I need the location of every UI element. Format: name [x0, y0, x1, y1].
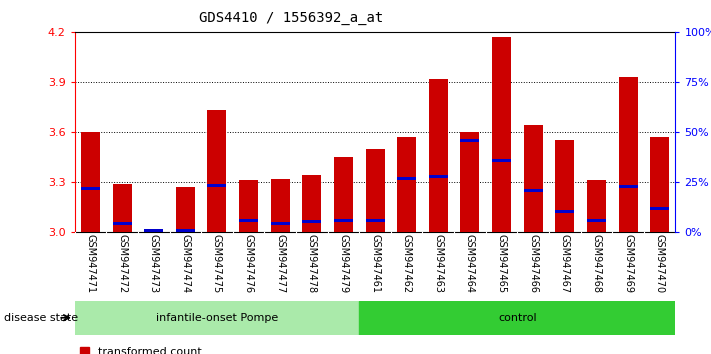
Text: disease state: disease state	[4, 313, 77, 323]
Bar	[208, 110, 226, 232]
Bar	[271, 222, 289, 225]
Bar	[302, 221, 321, 223]
Text: GSM947461: GSM947461	[370, 234, 380, 293]
Bar	[176, 229, 195, 232]
Text: GSM947476: GSM947476	[244, 234, 254, 293]
Bar	[81, 187, 100, 190]
Bar	[619, 185, 638, 188]
Bar	[176, 187, 195, 232]
Text: GSM947478: GSM947478	[307, 234, 317, 293]
Text: GSM947477: GSM947477	[275, 234, 285, 293]
Text: GSM947474: GSM947474	[181, 234, 191, 293]
Text: GDS4410 / 1556392_a_at: GDS4410 / 1556392_a_at	[199, 11, 383, 25]
Bar	[555, 210, 574, 213]
Bar	[81, 132, 100, 232]
Bar	[650, 207, 669, 210]
Bar	[650, 137, 669, 232]
Text: GSM947468: GSM947468	[592, 234, 602, 293]
Legend: transformed count, percentile rank within the sample: transformed count, percentile rank withi…	[80, 347, 286, 354]
Text: infantile-onset Pompe: infantile-onset Pompe	[156, 313, 278, 323]
Text: GSM947467: GSM947467	[560, 234, 570, 293]
Bar	[271, 178, 289, 232]
Bar	[555, 140, 574, 232]
Bar	[397, 137, 416, 232]
Text: GSM947475: GSM947475	[212, 234, 222, 293]
Bar	[208, 184, 226, 187]
Bar	[112, 183, 132, 232]
Bar	[429, 175, 448, 178]
Text: GSM947469: GSM947469	[623, 234, 633, 293]
Text: GSM947464: GSM947464	[465, 234, 475, 293]
Text: GSM947472: GSM947472	[117, 234, 127, 293]
Bar	[144, 230, 164, 232]
Bar	[524, 189, 542, 192]
Text: GSM947470: GSM947470	[655, 234, 665, 293]
Bar	[365, 149, 385, 232]
Bar	[587, 219, 606, 222]
Text: GSM947465: GSM947465	[496, 234, 506, 293]
Bar	[619, 77, 638, 232]
Bar	[144, 229, 164, 232]
Bar	[587, 180, 606, 232]
Bar	[359, 301, 675, 335]
Bar	[492, 37, 511, 232]
Text: GSM947473: GSM947473	[149, 234, 159, 293]
Text: GSM947462: GSM947462	[402, 234, 412, 293]
Bar	[461, 139, 479, 142]
Bar	[492, 159, 511, 162]
Bar	[524, 125, 542, 232]
Bar	[75, 301, 359, 335]
Text: GSM947471: GSM947471	[85, 234, 95, 293]
Bar	[334, 219, 353, 222]
Bar	[112, 222, 132, 225]
Bar	[334, 157, 353, 232]
Text: GSM947466: GSM947466	[528, 234, 538, 293]
Bar	[397, 177, 416, 180]
Text: GSM947463: GSM947463	[433, 234, 443, 293]
Text: control: control	[498, 313, 537, 323]
Bar	[461, 132, 479, 232]
Bar	[302, 175, 321, 232]
Bar	[365, 219, 385, 222]
Text: GSM947479: GSM947479	[338, 234, 348, 293]
Bar	[239, 219, 258, 222]
Bar	[429, 79, 448, 232]
Bar	[239, 180, 258, 232]
